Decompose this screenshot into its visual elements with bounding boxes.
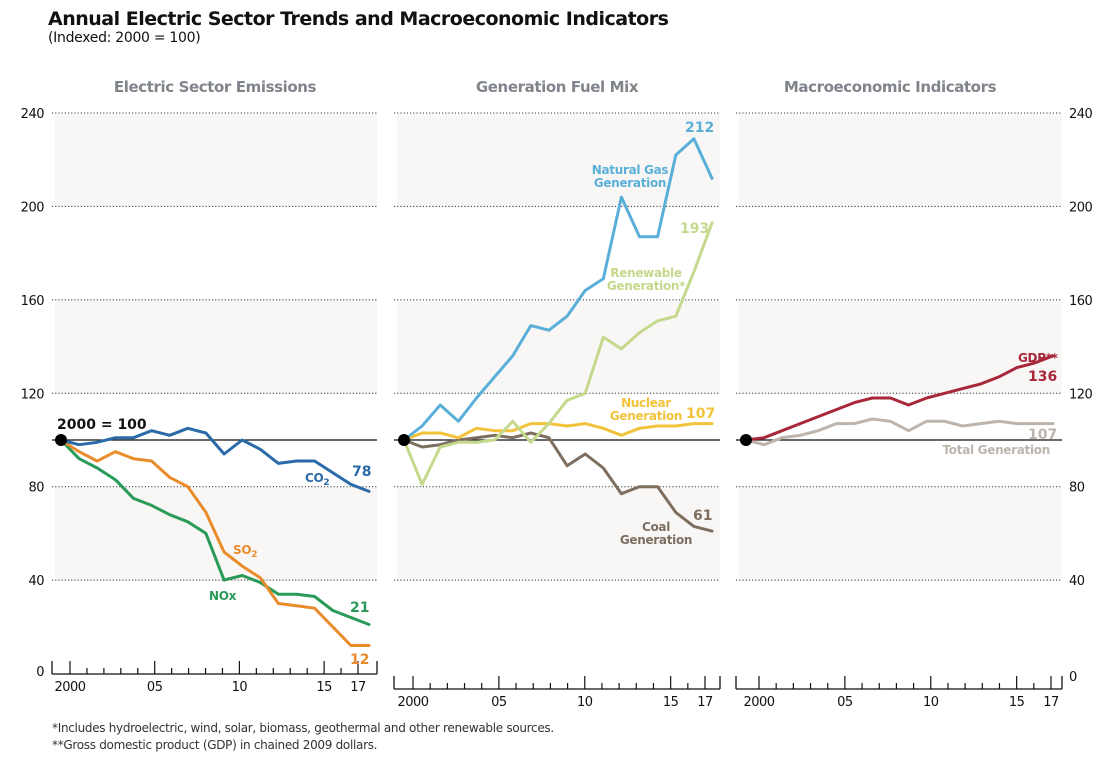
y-tick-label: 240 (1069, 107, 1093, 122)
x-tick-label: 2000 (743, 695, 774, 710)
x-tick-label: 05 (491, 695, 507, 710)
baseline-label: 2000 = 100 (57, 417, 147, 433)
series-label: Coal (642, 520, 670, 534)
panel-title: Electric Sector Emissions (114, 78, 317, 96)
x-tick-label: 15 (1009, 695, 1025, 710)
background-band (55, 300, 377, 394)
series-label: NOx (209, 589, 237, 603)
series-line-renewable-generation (402, 221, 714, 486)
x-tick-label: 15 (663, 695, 679, 710)
footnote-gdp: **Gross domestic product (GDP) in chaine… (52, 738, 378, 752)
x-tick-label: 17 (350, 680, 366, 695)
panel-title: Macroeconomic Indicators (784, 78, 997, 96)
background-band (55, 114, 377, 207)
series-label: Generation (610, 409, 682, 423)
y-tick-label: 0 (1069, 670, 1077, 685)
series-label: GDP** (1018, 351, 1059, 365)
series-line-co2 (59, 426, 371, 493)
y-tick-label: 80 (28, 481, 44, 496)
end-value-label: 78 (352, 464, 371, 480)
x-tick-label: 10 (577, 695, 593, 710)
panel-generation-fuel-mix: Generation Fuel Mix 2000 05 10 15 17 Natural … (393, 78, 721, 710)
background-band (397, 300, 720, 394)
y-tick-label: 200 (21, 200, 45, 215)
background-band (739, 300, 1062, 394)
series-line-nuclear-generation (402, 422, 714, 442)
background-band (739, 487, 1062, 581)
panel-macroeconomic-indicators: Macroeconomic Indicators 0 40 80 120 160 200 2… (735, 78, 1093, 710)
footnote-renewables: *Includes hydroelectric, wind, solar, bi… (52, 721, 554, 735)
series-line-natural-gas-generation (402, 137, 714, 442)
y-tick-label: 0 (36, 665, 44, 680)
origin-dot (740, 434, 752, 446)
x-tick-label: 15 (316, 680, 332, 695)
chart-subtitle: (Indexed: 2000 = 100) (48, 30, 201, 46)
end-value-label: 193 (680, 221, 709, 237)
origin-dot (398, 434, 410, 446)
y-tick-label: 160 (21, 294, 45, 309)
series-line-gdp (744, 354, 1055, 442)
series-label-subscript: 2 (323, 478, 329, 488)
end-value-label: 107 (686, 406, 715, 422)
x-tick-label: 05 (837, 695, 853, 710)
end-value-label: 61 (693, 508, 712, 524)
series-label: Natural Gas (592, 163, 669, 177)
series-label: CO2 (305, 471, 329, 488)
x-tick-label: 10 (923, 695, 939, 710)
series-label: Generation (620, 533, 692, 547)
series-label: Nuclear (621, 396, 671, 410)
y-tick-label: 240 (21, 107, 45, 122)
end-value-label: 12 (350, 652, 369, 668)
chart-title: Annual Electric Sector Trends and Macroe… (48, 8, 669, 30)
y-tick-label: 160 (1069, 294, 1093, 309)
x-tick-label: 2000 (54, 680, 85, 695)
origin-dot (55, 434, 67, 446)
background-band (739, 114, 1062, 207)
background-band (397, 114, 720, 207)
y-tick-label: 40 (28, 574, 44, 589)
y-tick-label: 120 (1069, 387, 1093, 402)
x-tick-label: 05 (147, 680, 163, 695)
series-line-so2 (59, 438, 371, 647)
series-line-total-generation (744, 417, 1055, 447)
y-tick-label: 40 (1069, 574, 1085, 589)
series-line-coal-generation (402, 431, 714, 533)
y-tick-label: 200 (1069, 200, 1093, 215)
series-label: Renewable (610, 266, 682, 280)
end-value-label: 136 (1028, 369, 1057, 385)
series-line-nox (59, 438, 371, 626)
panel-title: Generation Fuel Mix (476, 78, 639, 96)
end-value-label: 212 (685, 120, 714, 136)
background-band (397, 487, 720, 581)
series-label: Generation* (607, 279, 686, 293)
y-tick-label: 120 (21, 387, 45, 402)
y-tick-label: 80 (1069, 481, 1085, 496)
series-label: Total Generation (943, 443, 1050, 457)
x-tick-label: 2000 (397, 695, 428, 710)
panel-electric-sector-emissions: Electric Sector Emissions 0 40 80 120 160 200… (21, 78, 378, 695)
x-tick-label: 17 (697, 695, 713, 710)
series-label-subscript: 2 (251, 550, 257, 560)
series-label: Generation (594, 176, 666, 190)
end-value-label: 21 (350, 600, 369, 616)
end-value-label: 107 (1028, 427, 1057, 443)
x-tick-label: 10 (232, 680, 248, 695)
x-tick-label: 17 (1043, 695, 1059, 710)
